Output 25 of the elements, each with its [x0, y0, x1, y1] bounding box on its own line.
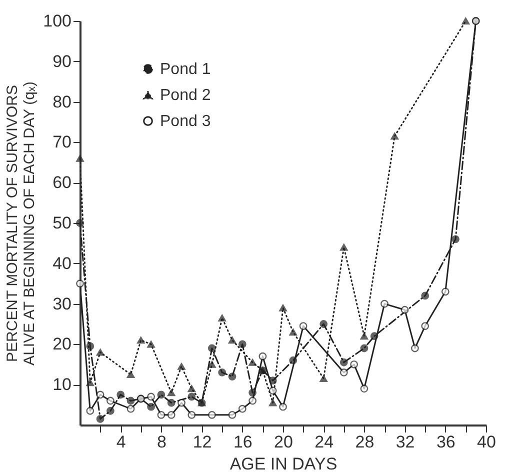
x-tick-label: 20: [274, 432, 293, 452]
x-tick-label: 8: [156, 432, 166, 452]
x-tick-label: 36: [436, 432, 456, 452]
legend-label: Pond 3: [160, 113, 211, 130]
x-axis-title: AGE IN DAYS: [230, 454, 338, 474]
y-tick-label: 80: [52, 92, 72, 112]
y-tick-label: 90: [52, 52, 72, 71]
y-tick-label: 10: [52, 375, 72, 394]
y-tick-label: 100: [43, 12, 72, 30]
x-tick-label: 24: [314, 432, 334, 452]
legend-label: Pond 2: [160, 87, 211, 104]
y-tick-label: 40: [52, 254, 72, 273]
y-tick-label: 30: [52, 294, 72, 314]
y-tick-label: 60: [52, 173, 72, 192]
y-axis-title: PERCENT MORTALITY OF SURVIVORS ALIVE AT BEGINNING OF EACH DAY (qₓ): [4, 82, 38, 366]
y-tick-label: 70: [52, 132, 72, 152]
x-tick-label: 4: [116, 432, 126, 452]
x-tick-label: 28: [355, 432, 374, 452]
y-tick-label: 50: [52, 214, 72, 232]
x-tick-label: 40: [477, 432, 496, 452]
legend-label: Pond 1: [160, 61, 211, 78]
x-tick-label: 32: [396, 432, 415, 452]
x-tick-label: 16: [233, 432, 252, 452]
x-tick-label: 12: [192, 432, 212, 452]
y-tick-label: 20: [52, 334, 72, 354]
